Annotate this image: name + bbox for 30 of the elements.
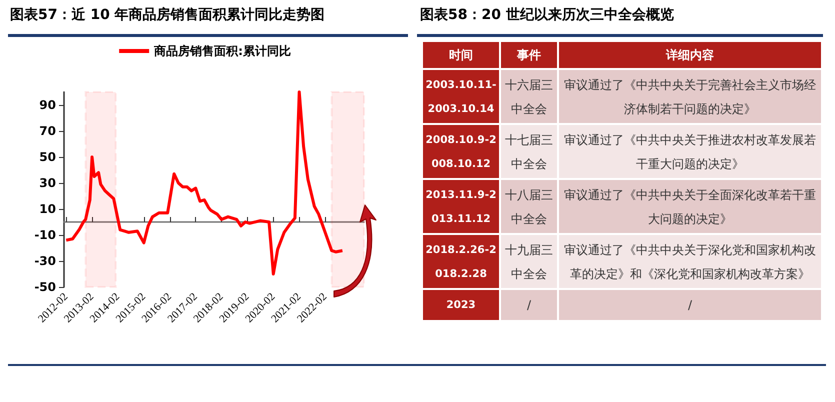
chart-title: 图表57：近 10 年商品房销售面积累计同比走势图 — [10, 6, 325, 24]
text: 十八届三中全会 — [501, 180, 557, 233]
y-tick-label: 10 — [39, 202, 56, 216]
text: 审议通过了《中共中央关于推进农村改革发展若干重大问题的决定》 — [559, 125, 821, 178]
legend-label: 商品房销售面积:累计同比 — [153, 44, 291, 58]
line-series — [64, 90, 344, 276]
y-tick-label: 70 — [39, 124, 56, 138]
y-tick-label: -10 — [34, 228, 56, 242]
y-tick-label: 90 — [39, 98, 56, 112]
text: 2003.10.11-2003.10.14 — [423, 70, 499, 123]
text: / — [559, 290, 821, 320]
y-tick-label: -50 — [34, 280, 56, 294]
text: 2013.11.9-2013.11.12 — [423, 180, 499, 233]
y-tick-label: 50 — [39, 150, 56, 164]
text: 2018.2.26-2018.2.28 — [423, 235, 499, 288]
text: / — [501, 290, 557, 320]
text: 2008.10.9-2008.10.12 — [423, 125, 499, 178]
y-tick-label: -30 — [34, 254, 56, 268]
text: 十六届三中全会 — [501, 70, 557, 123]
text: 十九届三中全会 — [501, 235, 557, 288]
text: 图表58：20 世纪以来历次三中全会概览 — [420, 6, 674, 24]
text: 详细内容 — [559, 42, 821, 68]
text: 时间 — [423, 42, 499, 68]
text: 审议通过了《中共中央关于完善社会主义市场经济体制若干问题的决定》 — [559, 70, 821, 123]
y-tick-label: 30 — [39, 176, 56, 190]
text: 2023 — [423, 290, 499, 320]
text: 十七届三中全会 — [501, 125, 557, 178]
text: 审议通过了《中共中央关于深化党和国家机构改革的决定》和《深化党和国家机构改革方案》 — [559, 235, 821, 288]
text: 事件 — [501, 42, 557, 68]
text: 审议通过了《中共中央关于全面深化改革若干重大问题的决定》 — [559, 180, 821, 233]
